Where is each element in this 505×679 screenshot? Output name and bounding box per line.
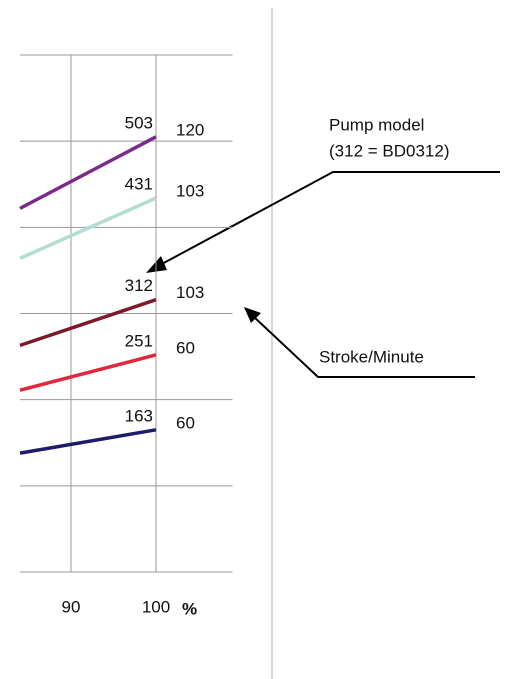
stroke-label: 60 <box>176 413 195 432</box>
x-axis-label: % <box>182 599 197 618</box>
series-label: 312 <box>125 276 153 295</box>
x-tick-label: 100 <box>142 597 170 616</box>
stroke-label: 60 <box>176 338 195 357</box>
annotation: Pump model <box>329 115 424 134</box>
series-line <box>19 428 157 455</box>
stroke-label: 103 <box>176 283 204 302</box>
series-label: 431 <box>125 175 153 194</box>
series-line <box>19 353 157 392</box>
series-line <box>19 196 157 260</box>
stroke-label: 103 <box>176 182 204 201</box>
annotation: Stroke/Minute <box>319 347 424 366</box>
series-line <box>19 298 157 348</box>
arrowhead <box>244 307 261 323</box>
stroke-label: 120 <box>176 120 204 139</box>
arrow <box>159 171 500 266</box>
series-label: 163 <box>125 406 153 425</box>
arrow <box>253 316 475 378</box>
series-line <box>19 135 157 210</box>
x-tick-label: 90 <box>62 597 81 616</box>
series-label: 251 <box>125 331 153 350</box>
series-label: 503 <box>125 113 153 132</box>
annotation: (312 = BD0312) <box>329 141 450 160</box>
